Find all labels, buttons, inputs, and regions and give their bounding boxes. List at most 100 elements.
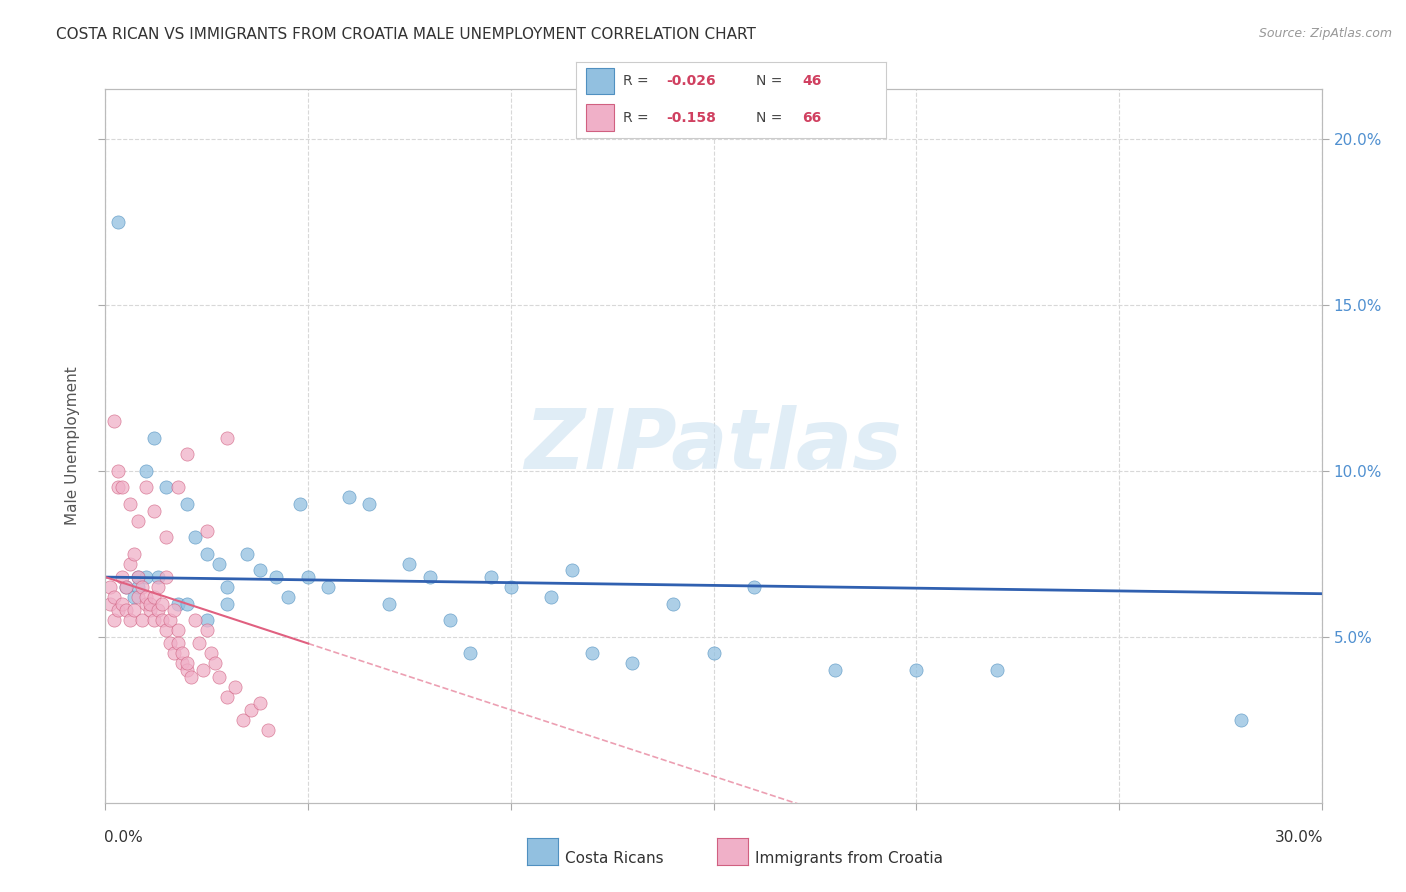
Bar	[586, 68, 613, 95]
Point	[98, 580, 121, 594]
Point	[114, 603, 136, 617]
Point	[167, 597, 190, 611]
Point	[378, 597, 401, 611]
Point	[217, 597, 239, 611]
Point	[150, 597, 173, 611]
Y-axis label: Male Unemployment: Male Unemployment	[65, 367, 80, 525]
Point	[167, 636, 190, 650]
Point	[127, 514, 149, 528]
Point	[122, 547, 145, 561]
Text: 30.0%: 30.0%	[1274, 830, 1323, 845]
Point	[146, 603, 169, 617]
Point	[264, 570, 287, 584]
Point	[208, 557, 231, 571]
Point	[172, 647, 194, 661]
Text: 0.0%: 0.0%	[104, 830, 143, 845]
Point	[662, 597, 685, 611]
Point	[118, 497, 141, 511]
Point	[176, 657, 198, 671]
Point	[167, 624, 190, 638]
Point	[217, 690, 239, 704]
Point	[195, 524, 218, 538]
Point	[135, 597, 157, 611]
Point	[986, 663, 1008, 677]
Point	[905, 663, 928, 677]
Point	[581, 647, 603, 661]
Point	[155, 624, 177, 638]
Point	[176, 597, 198, 611]
Point	[191, 663, 214, 677]
Point	[208, 670, 231, 684]
Point	[561, 564, 583, 578]
Point	[139, 597, 162, 611]
Point	[176, 663, 198, 677]
Point	[135, 570, 157, 584]
Text: -0.158: -0.158	[666, 111, 716, 125]
Point	[288, 497, 311, 511]
Point	[163, 603, 186, 617]
Point	[143, 504, 166, 518]
Point	[111, 597, 134, 611]
Text: 66: 66	[803, 111, 821, 125]
Text: 46: 46	[803, 74, 821, 87]
Point	[200, 647, 222, 661]
Point	[1229, 713, 1251, 727]
Text: ZIPatlas: ZIPatlas	[524, 406, 903, 486]
Point	[167, 481, 190, 495]
Point	[131, 613, 153, 627]
Text: Costa Ricans: Costa Ricans	[565, 851, 664, 865]
Point	[195, 547, 218, 561]
Point	[122, 590, 145, 604]
Point	[114, 580, 136, 594]
Point	[146, 570, 169, 584]
Point	[318, 580, 340, 594]
Point	[135, 590, 157, 604]
Point	[150, 613, 173, 627]
Point	[702, 647, 725, 661]
Point	[127, 590, 149, 604]
Point	[163, 647, 186, 661]
Text: -0.026: -0.026	[666, 74, 716, 87]
Point	[742, 580, 765, 594]
Point	[277, 590, 299, 604]
Point	[249, 696, 271, 710]
Point	[155, 570, 177, 584]
Point	[195, 624, 218, 638]
Point	[357, 497, 380, 511]
Point	[217, 431, 239, 445]
Point	[118, 613, 141, 627]
Point	[180, 670, 202, 684]
Point	[176, 447, 198, 461]
Text: R =: R =	[623, 111, 652, 125]
Point	[155, 481, 177, 495]
Point	[195, 613, 218, 627]
Point	[183, 530, 205, 544]
Point	[107, 603, 129, 617]
Text: N =: N =	[756, 74, 786, 87]
Point	[122, 603, 145, 617]
Text: Source: ZipAtlas.com: Source: ZipAtlas.com	[1258, 27, 1392, 40]
Point	[217, 580, 239, 594]
Point	[256, 723, 278, 737]
Point	[111, 481, 134, 495]
Point	[111, 570, 134, 584]
Point	[458, 647, 481, 661]
Point	[127, 570, 149, 584]
Point	[249, 564, 271, 578]
Point	[204, 657, 226, 671]
Point	[107, 481, 129, 495]
Point	[398, 557, 420, 571]
Text: Immigrants from Croatia: Immigrants from Croatia	[755, 851, 943, 865]
Point	[824, 663, 846, 677]
Text: R =: R =	[623, 74, 652, 87]
Point	[98, 597, 121, 611]
Point	[127, 570, 149, 584]
Point	[236, 547, 259, 561]
Point	[419, 570, 441, 584]
Point	[159, 636, 181, 650]
Point	[114, 580, 136, 594]
Point	[176, 497, 198, 511]
Point	[143, 431, 166, 445]
Point	[135, 481, 157, 495]
Point	[499, 580, 522, 594]
